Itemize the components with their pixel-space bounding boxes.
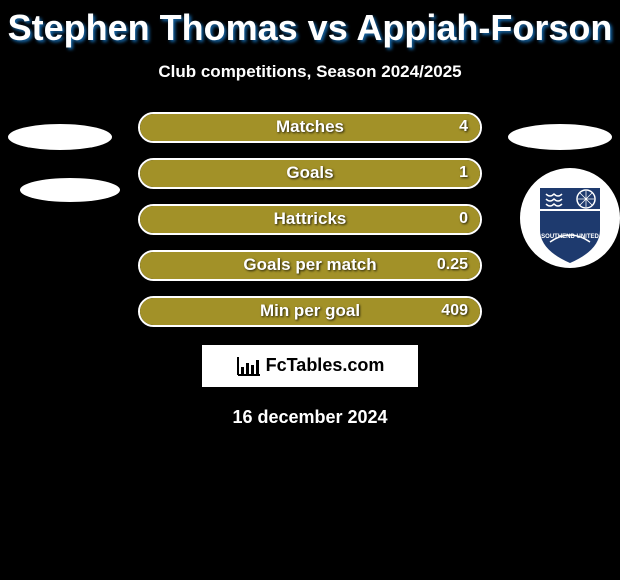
stat-row: Goals1 <box>138 158 482 189</box>
stat-label: Goals <box>200 163 420 183</box>
stat-row: Hattricks0 <box>138 204 482 235</box>
subtitle: Club competitions, Season 2024/2025 <box>0 62 620 82</box>
stat-value-right: 1 <box>420 164 480 182</box>
page-title: Stephen Thomas vs Appiah-Forson <box>0 0 620 48</box>
team-badge: SOUTHEND UNITED <box>520 168 620 268</box>
stat-label: Min per goal <box>200 301 420 321</box>
stat-row: Goals per match0.25 <box>138 250 482 281</box>
stat-value-right: 0.25 <box>420 256 480 274</box>
left-placeholder-2 <box>20 178 120 202</box>
stat-label: Hattricks <box>200 209 420 229</box>
stat-value-right: 0 <box>420 210 480 228</box>
date-text: 16 december 2024 <box>0 407 620 428</box>
stat-label: Goals per match <box>200 255 420 275</box>
stat-value-right: 4 <box>420 118 480 136</box>
stat-value-right: 409 <box>420 302 480 320</box>
svg-text:SOUTHEND UNITED: SOUTHEND UNITED <box>541 234 599 240</box>
brand-chart-icon <box>236 355 262 377</box>
stat-row: Matches4 <box>138 112 482 143</box>
left-placeholder-1 <box>8 124 112 150</box>
brand-text: FcTables.com <box>266 355 385 376</box>
stat-label: Matches <box>200 117 420 137</box>
brand-box: FcTables.com <box>202 345 418 387</box>
right-placeholder <box>508 124 612 150</box>
stat-row: Min per goal409 <box>138 296 482 327</box>
